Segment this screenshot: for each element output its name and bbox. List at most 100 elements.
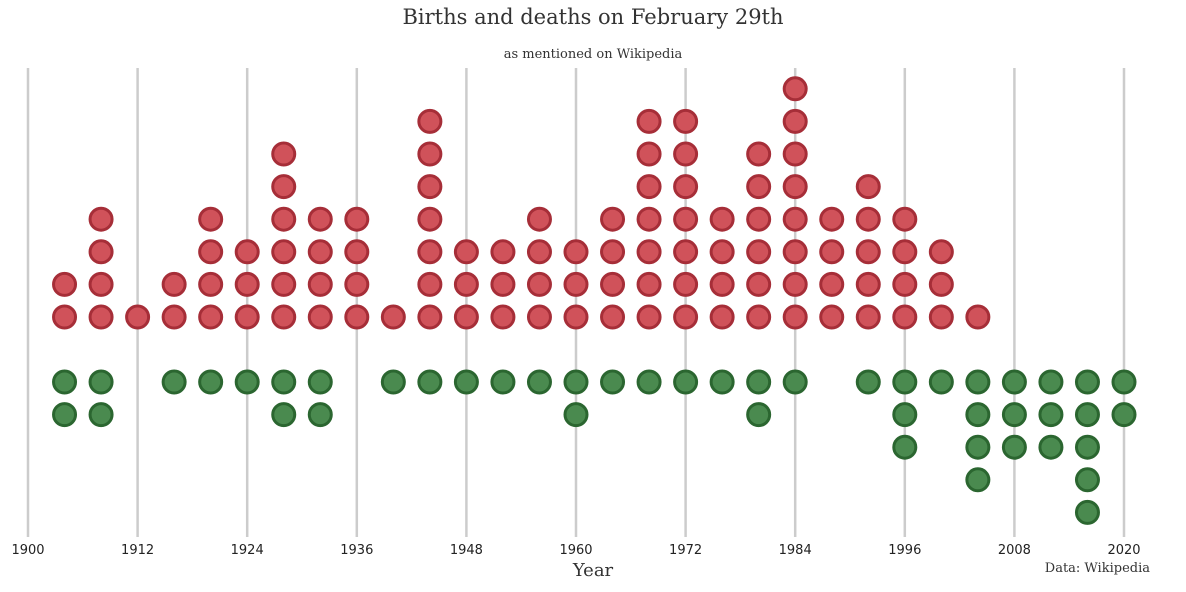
death-dot-1904 [52, 402, 78, 428]
birth-dot-1992 [855, 304, 881, 330]
death-dot-1920 [198, 369, 224, 395]
birth-dot-2000 [928, 239, 954, 265]
death-dot-2020 [1111, 369, 1137, 395]
birth-dot-1972 [673, 271, 699, 297]
birth-dot-1904 [52, 304, 78, 330]
birth-dot-1980 [746, 304, 772, 330]
death-dot-2008 [1001, 369, 1027, 395]
x-tick-label: 1900 [11, 543, 44, 558]
death-dot-2016 [1074, 369, 1100, 395]
birth-dot-1916 [161, 304, 187, 330]
birth-dot-1972 [673, 206, 699, 232]
birth-dot-1968 [636, 206, 662, 232]
birth-dot-1936 [344, 206, 370, 232]
x-tick-label: 1984 [779, 543, 812, 558]
death-dot-1948 [453, 369, 479, 395]
birth-dot-1920 [198, 271, 224, 297]
birth-dot-1984 [782, 76, 808, 102]
birth-dot-1944 [417, 271, 443, 297]
birth-dot-1908 [88, 304, 114, 330]
birth-dot-1908 [88, 271, 114, 297]
birth-dot-1920 [198, 206, 224, 232]
birth-dot-1976 [709, 271, 735, 297]
x-tick-label: 1912 [121, 543, 154, 558]
birth-dot-1952 [490, 304, 516, 330]
death-dot-1940 [380, 369, 406, 395]
death-dot-1976 [709, 369, 735, 395]
death-dot-1928 [271, 369, 297, 395]
death-dot-2016 [1074, 402, 1100, 428]
death-dot-2020 [1111, 402, 1137, 428]
death-dot-1904 [52, 369, 78, 395]
birth-dot-1988 [819, 206, 845, 232]
birth-dot-1932 [307, 271, 333, 297]
birth-dot-1928 [271, 271, 297, 297]
birth-dot-1972 [673, 141, 699, 167]
birth-dot-1972 [673, 174, 699, 200]
death-dot-1984 [782, 369, 808, 395]
death-dot-1944 [417, 369, 443, 395]
birth-dot-1992 [855, 271, 881, 297]
birth-dot-1944 [417, 304, 443, 330]
birth-dot-2004 [965, 304, 991, 330]
birth-dot-1984 [782, 174, 808, 200]
death-dot-2008 [1001, 434, 1027, 460]
birth-dot-1960 [563, 271, 589, 297]
death-dot-1964 [600, 369, 626, 395]
birth-dot-1988 [819, 239, 845, 265]
birth-dot-1996 [892, 271, 918, 297]
birth-dot-1972 [673, 239, 699, 265]
birth-dot-1964 [600, 239, 626, 265]
birth-dot-1984 [782, 239, 808, 265]
birth-dot-1992 [855, 174, 881, 200]
birth-dot-1928 [271, 304, 297, 330]
birth-dot-2000 [928, 271, 954, 297]
death-dot-2008 [1001, 402, 1027, 428]
death-dot-2012 [1038, 434, 1064, 460]
birth-dot-1956 [526, 239, 552, 265]
death-dot-1992 [855, 369, 881, 395]
birth-dot-1932 [307, 206, 333, 232]
birth-dot-1960 [563, 239, 589, 265]
death-dot-1952 [490, 369, 516, 395]
birth-dot-1976 [709, 206, 735, 232]
chart-title: Births and deaths on February 29th [402, 5, 784, 29]
birth-dot-1984 [782, 141, 808, 167]
birth-dot-1916 [161, 271, 187, 297]
birth-dot-1964 [600, 304, 626, 330]
birth-dot-1960 [563, 304, 589, 330]
death-dot-2016 [1074, 467, 1100, 493]
birth-dot-1904 [52, 271, 78, 297]
gridlines [26, 68, 1126, 537]
death-dot-2016 [1074, 434, 1100, 460]
birth-dot-1948 [453, 304, 479, 330]
birth-dot-1984 [782, 271, 808, 297]
x-tick-label: 1996 [888, 543, 921, 558]
birth-dot-2000 [928, 304, 954, 330]
data-dots [52, 76, 1137, 525]
death-dot-1960 [563, 369, 589, 395]
birth-dot-1964 [600, 206, 626, 232]
death-dot-2004 [965, 369, 991, 395]
death-dot-1996 [892, 369, 918, 395]
birth-dot-1928 [271, 141, 297, 167]
birth-dot-1948 [453, 239, 479, 265]
birth-dot-1956 [526, 271, 552, 297]
birth-dot-1984 [782, 206, 808, 232]
birth-dot-1996 [892, 206, 918, 232]
death-dot-1908 [88, 402, 114, 428]
birth-dot-1936 [344, 304, 370, 330]
death-dot-1916 [161, 369, 187, 395]
birth-dot-1964 [600, 271, 626, 297]
birth-dot-1944 [417, 206, 443, 232]
death-dot-1996 [892, 402, 918, 428]
birth-dot-1928 [271, 206, 297, 232]
death-dot-1932 [307, 369, 333, 395]
death-dot-1968 [636, 369, 662, 395]
death-dot-2012 [1038, 402, 1064, 428]
birth-dot-1980 [746, 271, 772, 297]
death-dot-1996 [892, 434, 918, 460]
death-dot-2004 [965, 434, 991, 460]
death-dot-2004 [965, 402, 991, 428]
